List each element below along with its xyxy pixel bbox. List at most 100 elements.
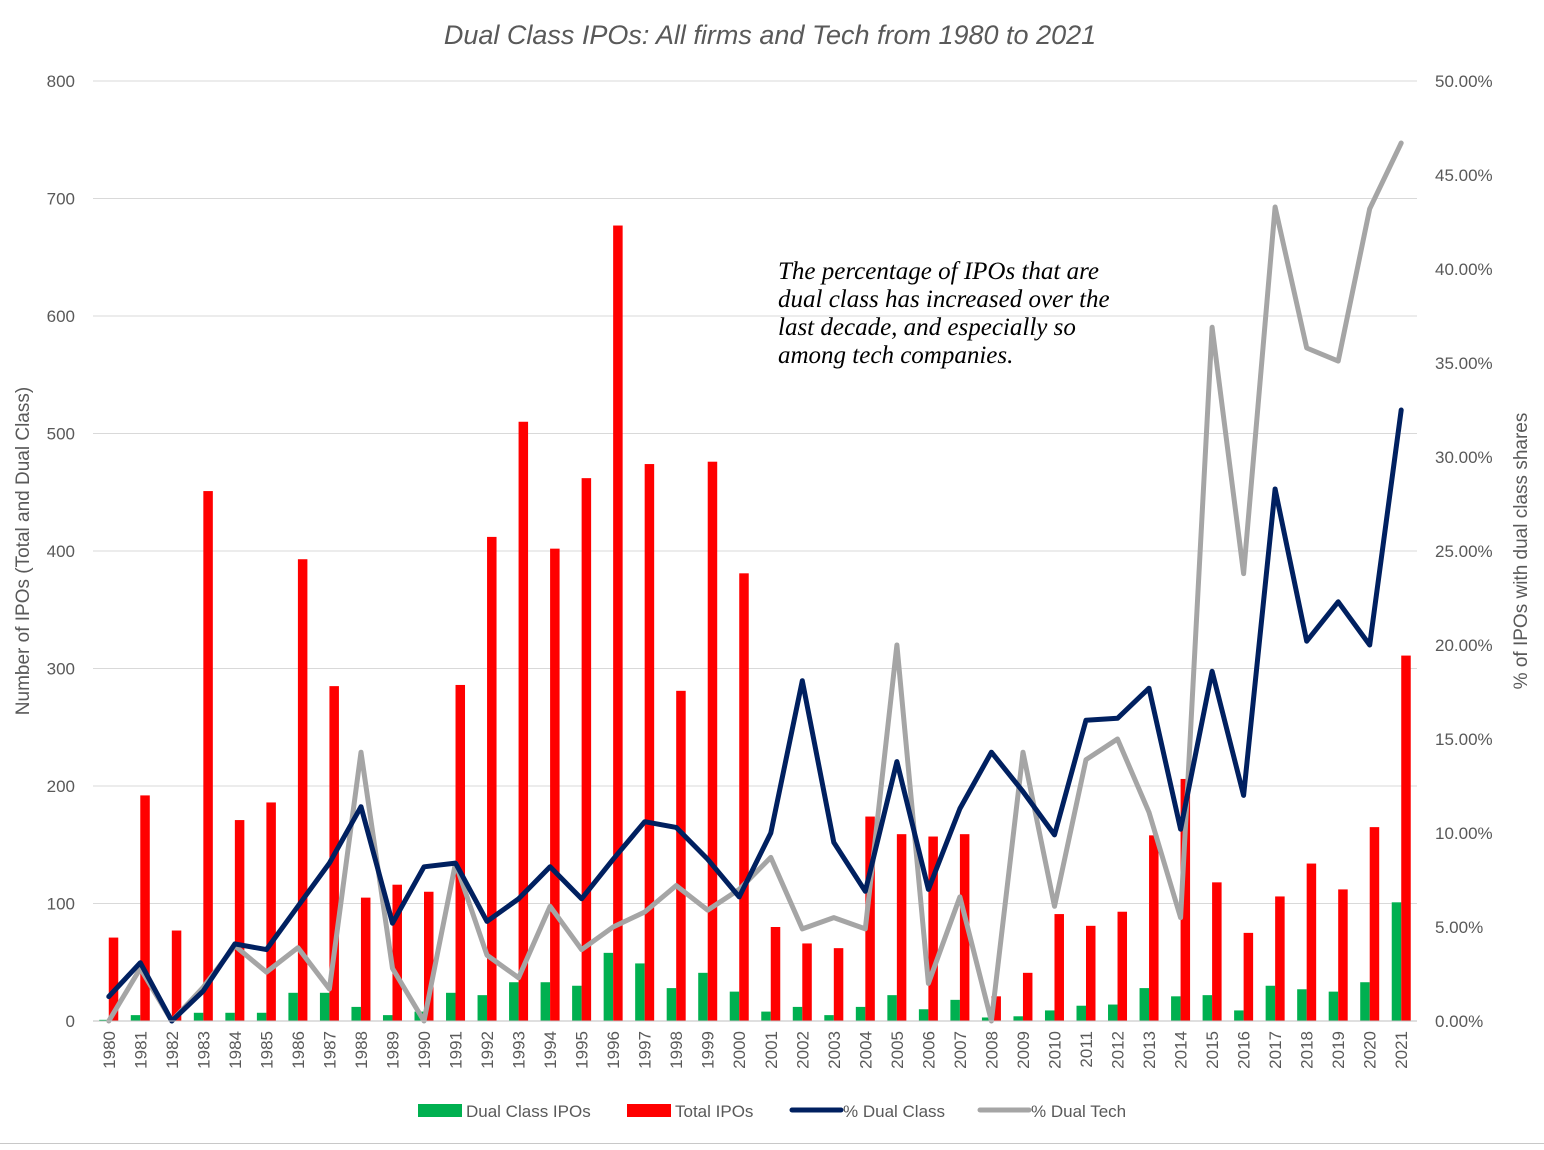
- y2-axis-ticks: 0.00% 5.00% 10.00% 15.00% 20.00% 25.00% 30.00%…: [1435, 72, 1493, 1031]
- bar-dual-class-ipos: [1360, 982, 1370, 1021]
- x-tick-label: 1981: [131, 1031, 150, 1069]
- x-tick-label: 2016: [1235, 1031, 1254, 1069]
- bar-total-ipos: [1369, 827, 1380, 1021]
- bar-total-ipos: [234, 820, 245, 1021]
- bar-total-ipos: [676, 690, 686, 1021]
- x-tick-label: 1998: [667, 1031, 686, 1069]
- bar-dual-class-ipos: [319, 992, 330, 1021]
- x-tick-label: 2009: [1014, 1031, 1033, 1069]
- bar-total-ipos: [424, 891, 434, 1021]
- y2-tick-label: 15.00%: [1435, 730, 1493, 749]
- x-tick-label: 2013: [1140, 1031, 1159, 1069]
- bar-dual-class-ipos: [1297, 989, 1307, 1021]
- x-axis-ticks: 1980 1981 1982 1983 1984 1985 1986 1987 1988 1989…: [100, 1031, 1411, 1069]
- y2-tick-label: 50.00%: [1435, 72, 1493, 91]
- x-tick-label: 2011: [1077, 1031, 1096, 1068]
- x-tick-label: 2002: [793, 1031, 812, 1069]
- bar-dual-class-ipos: [130, 1015, 141, 1021]
- bar-total-ipos: [802, 943, 812, 1021]
- bar-total-ipos: [865, 816, 875, 1021]
- x-tick-label: 1989: [383, 1031, 402, 1069]
- bar-total-ipos: [1243, 932, 1254, 1021]
- bar-dual-class-ipos: [1139, 988, 1150, 1021]
- gridlines: [93, 80, 1417, 904]
- bar-dual-class-ipos: [382, 1015, 393, 1021]
- annotation-line: The percentage of IPOs that are: [778, 258, 1099, 285]
- y-tick-label: 600: [47, 307, 75, 326]
- bar-total-ipos: [833, 948, 844, 1021]
- bar-total-ipos: [203, 491, 213, 1021]
- bar-total-ipos: [739, 573, 749, 1021]
- bar-dual-class-ipos: [446, 992, 456, 1021]
- bar-total-ipos: [1022, 972, 1033, 1021]
- x-tick-label: 2010: [1045, 1031, 1064, 1069]
- annotation-line: dual class has increased over the: [778, 286, 1110, 313]
- x-tick-label: 2005: [888, 1031, 907, 1069]
- bar-total-ipos: [108, 937, 119, 1021]
- bar-total-ipos: [644, 464, 655, 1021]
- bar-dual-class-ipos: [99, 1019, 109, 1021]
- y-axis-title: Number of IPOs (Total and Dual Class): [13, 387, 34, 715]
- x-tick-label: 1983: [194, 1031, 213, 1069]
- bar-total-ipos: [1401, 655, 1411, 1021]
- bar-total-ipos: [1117, 911, 1128, 1021]
- bar-total-ipos: [613, 225, 623, 1021]
- bar-total-ipos: [991, 996, 1001, 1021]
- x-tick-label: 1992: [478, 1031, 497, 1069]
- bar-total-ipos: [392, 884, 402, 1021]
- x-tick-label: 1980: [100, 1031, 119, 1069]
- x-tick-label: 2018: [1298, 1031, 1317, 1069]
- legend-label-pct-dual-class: % Dual Class: [843, 1102, 945, 1121]
- bar-total-ipos: [1149, 835, 1159, 1021]
- bar-dual-class-ipos: [1076, 1005, 1086, 1021]
- bar-total-ipos: [959, 834, 970, 1021]
- series-lines: [106, 140, 1404, 1024]
- bar-dual-class-ipos: [1202, 995, 1213, 1021]
- bar-total-ipos: [928, 836, 938, 1021]
- bar-dual-class-ipos: [288, 992, 298, 1021]
- bar-total-ipos: [455, 684, 466, 1021]
- bar-total-ipos: [581, 478, 592, 1021]
- x-tick-label: 2014: [1172, 1031, 1191, 1069]
- bottom-divider: [0, 1143, 1544, 1144]
- bar-dual-class-ipos: [666, 988, 677, 1021]
- x-tick-label: 2012: [1109, 1031, 1128, 1069]
- y-tick-label: 400: [47, 542, 75, 561]
- x-tick-label: 1995: [573, 1031, 592, 1069]
- x-tick-label: 2003: [825, 1031, 844, 1069]
- bar-dual-class-ipos: [855, 1006, 866, 1021]
- bar-dual-class-ipos: [635, 963, 645, 1021]
- bar-total-ipos: [896, 834, 907, 1021]
- bar-total-ipos: [550, 548, 560, 1021]
- bar-total-ipos: [266, 802, 276, 1021]
- x-tick-label: 1993: [510, 1031, 529, 1069]
- bar-dual-class-ipos: [698, 972, 708, 1021]
- bar-dual-class-ipos: [1171, 996, 1181, 1021]
- annotation-line: last decade, and especially so: [778, 314, 1076, 341]
- x-tick-label: 2019: [1329, 1031, 1348, 1069]
- bar-dual-class-ipos: [225, 1012, 235, 1021]
- bar-total-ipos: [1306, 863, 1317, 1021]
- legend-label-total-ipos: Total IPOs: [675, 1102, 753, 1121]
- annotation: The percentage of IPOs that are dual cla…: [778, 258, 1110, 369]
- legend: Dual Class IPOs Total IPOs % Dual Class …: [418, 1102, 1126, 1121]
- x-tick-label: 2015: [1203, 1031, 1222, 1069]
- bar-dual-class-ipos: [477, 995, 488, 1021]
- bar-dual-class-ipos: [1391, 902, 1402, 1021]
- x-tick-label: 1988: [352, 1031, 371, 1069]
- bar-dual-class-ipos: [1044, 1010, 1055, 1021]
- y-tick-label: 500: [47, 425, 75, 444]
- bar-dual-class-ipos: [1265, 985, 1276, 1021]
- bar-dual-class-ipos: [729, 991, 740, 1021]
- y2-tick-label: 35.00%: [1435, 354, 1493, 373]
- y2-tick-label: 5.00%: [1435, 918, 1483, 937]
- y2-tick-label: 0.00%: [1435, 1012, 1483, 1031]
- bar-dual-class-ipos: [761, 1011, 771, 1021]
- bar-dual-class-ipos: [351, 1006, 361, 1021]
- x-tick-label: 1987: [320, 1031, 339, 1069]
- y2-tick-label: 40.00%: [1435, 260, 1493, 279]
- bar-dual-class-ipos: [887, 995, 897, 1021]
- x-tick-label: 2001: [762, 1031, 781, 1069]
- bar-dual-class-ipos: [1108, 1004, 1118, 1021]
